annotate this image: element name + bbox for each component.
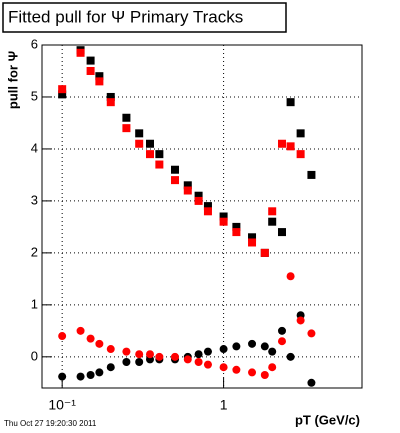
point — [194, 350, 203, 359]
x-axis-label: pT (GeV/c) — [295, 412, 360, 427]
y-tick-label: 1 — [31, 296, 38, 311]
point — [155, 352, 164, 361]
point — [203, 202, 212, 211]
title-box — [2, 2, 287, 33]
point — [194, 191, 203, 200]
point — [135, 129, 144, 138]
point — [122, 347, 131, 356]
y-tick-label: 4 — [31, 140, 38, 155]
point — [286, 98, 295, 107]
point — [248, 238, 257, 247]
point — [268, 347, 277, 356]
point — [307, 329, 316, 338]
point — [277, 228, 286, 237]
point — [95, 77, 104, 86]
point — [232, 365, 241, 374]
point — [86, 56, 95, 65]
point — [296, 150, 305, 159]
point — [95, 368, 104, 377]
point — [260, 371, 269, 380]
point — [58, 372, 67, 381]
point — [260, 342, 269, 351]
point — [122, 113, 131, 122]
point — [76, 326, 85, 335]
point — [76, 48, 85, 57]
plot-frame — [41, 44, 363, 389]
y-tick-label: 3 — [31, 192, 38, 207]
point — [171, 176, 180, 185]
point — [219, 363, 228, 372]
point — [86, 334, 95, 343]
point — [135, 350, 144, 359]
point — [171, 352, 180, 361]
point — [106, 98, 115, 107]
point — [203, 360, 212, 369]
point — [219, 212, 228, 221]
point — [145, 350, 154, 359]
point — [76, 372, 85, 381]
point — [232, 222, 241, 231]
point — [248, 368, 257, 377]
point — [58, 332, 67, 341]
x-tick-label: 10⁻¹ — [48, 397, 76, 413]
point — [86, 371, 95, 380]
point — [248, 233, 257, 242]
point — [286, 272, 295, 281]
point — [58, 85, 67, 94]
point — [203, 347, 212, 356]
y-axis-label: pull for Ψ — [5, 51, 20, 109]
x-tick-label: 1 — [220, 397, 228, 413]
point — [135, 139, 144, 148]
point — [145, 150, 154, 159]
point — [296, 316, 305, 325]
point — [86, 66, 95, 75]
point — [106, 345, 115, 354]
point — [171, 165, 180, 174]
point — [268, 207, 277, 216]
point — [277, 337, 286, 346]
point — [183, 181, 192, 190]
point — [183, 186, 192, 195]
point — [277, 326, 286, 335]
point — [95, 72, 104, 81]
point — [135, 358, 144, 367]
point — [194, 196, 203, 205]
point — [296, 129, 305, 138]
point — [155, 150, 164, 159]
point — [286, 142, 295, 151]
point — [58, 90, 67, 99]
point — [307, 170, 316, 179]
y-tick-label: 0 — [31, 348, 38, 363]
footer: Thu Oct 27 19:20:30 2011 — [4, 419, 97, 428]
point — [219, 217, 228, 226]
y-tick-label: 2 — [31, 244, 38, 259]
point — [183, 355, 192, 364]
point — [194, 358, 203, 367]
point — [122, 358, 131, 367]
point — [307, 378, 316, 387]
point — [95, 339, 104, 348]
point — [122, 124, 131, 133]
point — [106, 363, 115, 372]
point — [145, 139, 154, 148]
point — [260, 248, 269, 257]
point — [268, 217, 277, 226]
chart-title: Fitted pull for Ψ Primary Tracks — [8, 7, 243, 26]
point — [232, 228, 241, 237]
point — [232, 342, 241, 351]
point — [268, 363, 277, 372]
point — [286, 352, 295, 361]
point — [203, 207, 212, 216]
y-tick-label: 5 — [31, 88, 38, 103]
point — [219, 345, 228, 354]
point — [248, 339, 257, 348]
y-tick-label: 6 — [31, 36, 38, 51]
point — [155, 160, 164, 169]
point — [106, 92, 115, 101]
point — [277, 139, 286, 148]
